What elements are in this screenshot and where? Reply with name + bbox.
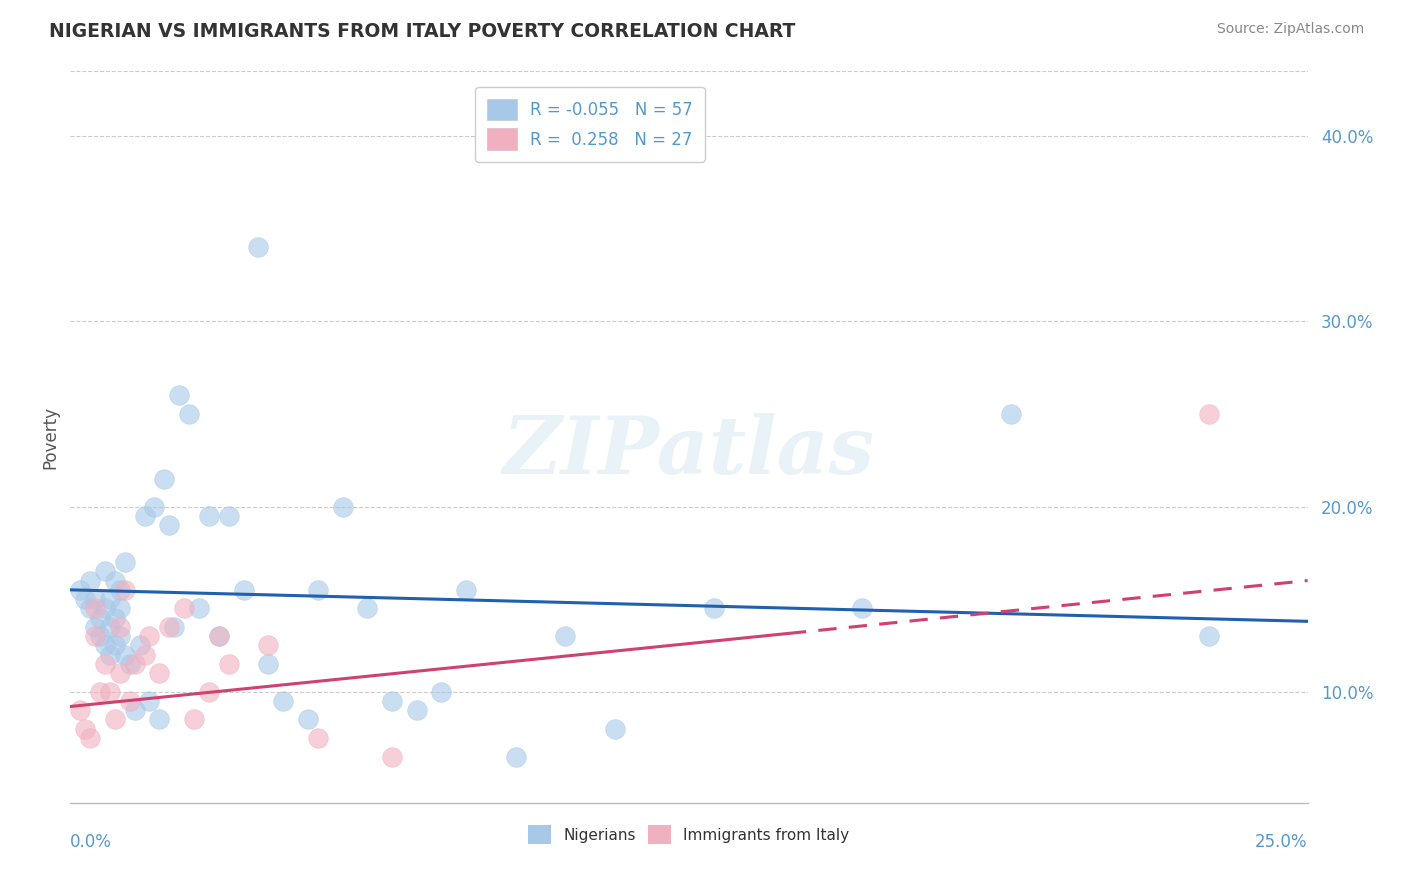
Point: [138, 694, 160, 708]
Point: [703, 601, 725, 615]
Point: [98, 592, 121, 607]
Point: [247, 240, 270, 254]
Point: [108, 629, 131, 643]
Point: [173, 601, 195, 615]
Point: [232, 582, 254, 597]
Point: [505, 749, 527, 764]
Point: [218, 657, 240, 671]
Point: [307, 731, 329, 745]
Point: [108, 582, 131, 597]
Point: [94, 657, 117, 671]
Point: [128, 639, 150, 653]
Point: [188, 601, 211, 615]
Text: ZIPatlas: ZIPatlas: [503, 413, 875, 491]
Point: [69, 703, 91, 717]
Text: 0.0%: 0.0%: [70, 833, 112, 851]
Point: [104, 713, 127, 727]
Point: [405, 703, 427, 717]
Point: [554, 629, 576, 643]
Point: [98, 620, 121, 634]
Point: [84, 592, 107, 607]
Point: [118, 657, 141, 671]
Point: [94, 601, 117, 615]
Point: [456, 582, 478, 597]
Point: [271, 694, 294, 708]
Point: [143, 500, 166, 514]
Point: [98, 648, 121, 662]
Text: NIGERIAN VS IMMIGRANTS FROM ITALY POVERTY CORRELATION CHART: NIGERIAN VS IMMIGRANTS FROM ITALY POVERT…: [49, 22, 796, 41]
Point: [332, 500, 354, 514]
Point: [84, 629, 107, 643]
Point: [114, 582, 136, 597]
Point: [124, 657, 146, 671]
Point: [381, 694, 404, 708]
Point: [94, 639, 117, 653]
Point: [98, 684, 121, 698]
Point: [1198, 629, 1220, 643]
Point: [138, 629, 160, 643]
Point: [134, 508, 156, 523]
Point: [114, 648, 136, 662]
Point: [603, 722, 626, 736]
Point: [208, 629, 231, 643]
Point: [177, 407, 200, 421]
Point: [167, 388, 190, 402]
Y-axis label: Poverty: Poverty: [41, 406, 59, 468]
Point: [218, 508, 240, 523]
Point: [198, 508, 221, 523]
Point: [89, 610, 111, 624]
Point: [851, 601, 873, 615]
Point: [297, 713, 319, 727]
Point: [104, 610, 127, 624]
Point: [89, 684, 111, 698]
Point: [157, 620, 180, 634]
Point: [163, 620, 186, 634]
Point: [84, 601, 107, 615]
Point: [75, 592, 97, 607]
Point: [198, 684, 221, 698]
Point: [307, 582, 329, 597]
Point: [69, 582, 91, 597]
Point: [257, 639, 280, 653]
Point: [134, 648, 156, 662]
Point: [183, 713, 205, 727]
Point: [104, 639, 127, 653]
Point: [114, 555, 136, 569]
Point: [153, 472, 176, 486]
Point: [257, 657, 280, 671]
Point: [1198, 407, 1220, 421]
Point: [89, 629, 111, 643]
Point: [118, 694, 141, 708]
Point: [79, 601, 101, 615]
Point: [84, 620, 107, 634]
Point: [1000, 407, 1022, 421]
Point: [104, 574, 127, 588]
Point: [79, 574, 101, 588]
Point: [430, 684, 453, 698]
Point: [148, 666, 170, 681]
Point: [208, 629, 231, 643]
Point: [356, 601, 378, 615]
Point: [94, 565, 117, 579]
Point: [108, 601, 131, 615]
Point: [79, 731, 101, 745]
Point: [108, 620, 131, 634]
Text: Source: ZipAtlas.com: Source: ZipAtlas.com: [1216, 22, 1364, 37]
Text: 25.0%: 25.0%: [1256, 833, 1308, 851]
Legend: Nigerians, Immigrants from Italy: Nigerians, Immigrants from Italy: [522, 819, 856, 850]
Point: [157, 518, 180, 533]
Point: [148, 713, 170, 727]
Point: [381, 749, 404, 764]
Point: [124, 703, 146, 717]
Point: [75, 722, 97, 736]
Point: [108, 666, 131, 681]
